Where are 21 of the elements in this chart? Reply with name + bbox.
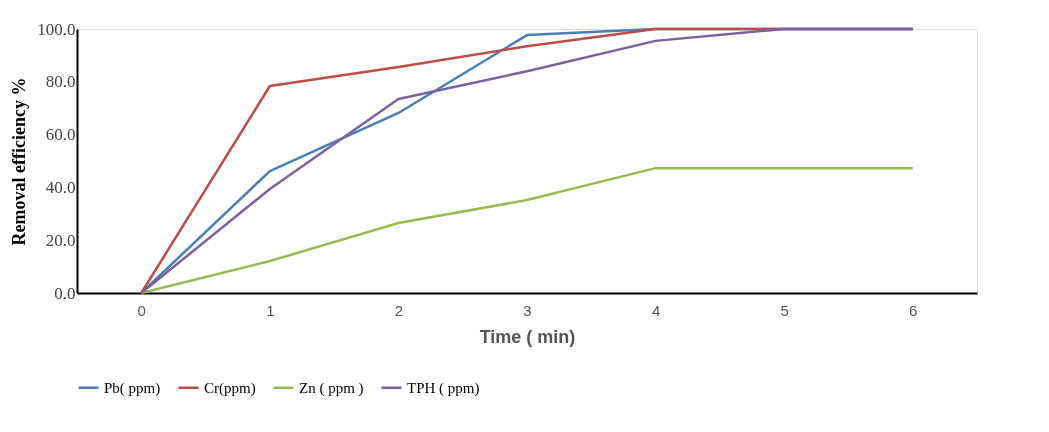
legend-label: TPH ( ppm)	[407, 379, 480, 397]
legend-label: Cr(ppm)	[204, 379, 256, 397]
y-tick-label: 0.0	[54, 283, 76, 303]
x-tick-label: 6	[909, 301, 918, 319]
y-tick-label: 60.0	[45, 125, 76, 145]
x-tick-label: 1	[266, 301, 275, 319]
legend-label: Zn ( ppm )	[299, 379, 364, 397]
x-tick-label: 4	[651, 301, 661, 319]
y-axis-title: Removal efficiency %	[9, 77, 30, 246]
line-series	[140, 166, 914, 295]
y-tick-label: 40.0	[45, 177, 76, 197]
x-axis-title: Time ( min)	[479, 326, 576, 347]
line-series	[140, 27, 914, 295]
x-tick-label: 2	[394, 301, 404, 319]
legend-label: Pb( ppm)	[104, 379, 161, 397]
x-tick-label: 0	[137, 301, 146, 319]
x-tick-label: 3	[523, 301, 532, 319]
y-tick-label: 80.0	[45, 72, 76, 92]
y-tick-label: 20.0	[45, 230, 76, 250]
y-tick-label: 100.0	[37, 19, 76, 39]
x-tick-label: 5	[780, 301, 789, 319]
